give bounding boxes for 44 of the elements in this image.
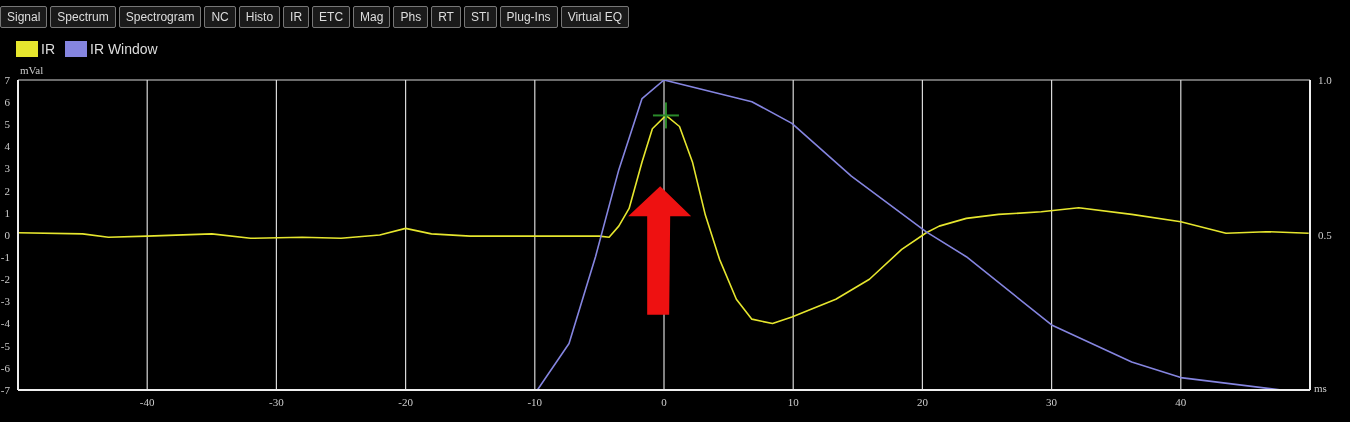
y-tick-label: -4 [0, 317, 11, 330]
y-tick-label: -6 [0, 361, 11, 374]
y-tick-label: 3 [4, 162, 11, 175]
y-tick-label: -1 [0, 251, 10, 264]
x-tick-label: 40 [1175, 395, 1187, 408]
text: Mag [353, 6, 391, 28]
y2-tick-label: 1.0 [1318, 73, 1333, 86]
x-tick-label: 10 [787, 395, 800, 408]
text: Virtual EQ [560, 6, 630, 28]
y-tick-label: 6 [4, 96, 11, 109]
text: Histo [238, 6, 281, 28]
x-tick-label: -20 [398, 395, 414, 408]
x-tick-label: 0 [661, 395, 668, 408]
y-tick-label: 0 [4, 228, 11, 241]
text: RT [431, 6, 461, 28]
text: NC [204, 6, 236, 28]
text: Phs [393, 6, 429, 28]
y2-tick-label: 0.5 [1318, 228, 1333, 241]
text: IR [283, 6, 310, 28]
x-axis-title: ms [1314, 382, 1327, 394]
text: ETC [312, 6, 351, 28]
x-tick-label: 30 [1046, 395, 1058, 408]
y-tick-label: 2 [4, 184, 10, 197]
y-tick-label: -7 [0, 383, 11, 396]
y-tick-label: 7 [4, 73, 11, 86]
y-tick-label: 5 [4, 118, 11, 131]
legend-label: IR [41, 41, 55, 57]
y-tick-label: 4 [4, 140, 11, 153]
text: Spectrogram [118, 6, 202, 28]
text: Spectrum [50, 6, 116, 28]
y-tick-label: -2 [0, 273, 10, 286]
x-tick-label: -40 [139, 395, 156, 408]
text: Signal [0, 6, 48, 28]
x-tick-label: -30 [269, 395, 285, 408]
y-tick-label: -3 [0, 295, 11, 308]
y-tick-label: -5 [0, 339, 11, 352]
text: STI [463, 6, 497, 28]
y-tick-label: 1 [4, 206, 10, 219]
x-tick-label: 20 [916, 395, 929, 408]
x-tick-label: -10 [527, 395, 543, 408]
line-series [18, 114, 1310, 325]
legend-label: IR Window [90, 41, 158, 57]
y-axis-title: mVal [20, 64, 44, 76]
text: Plug-Ins [499, 6, 558, 28]
